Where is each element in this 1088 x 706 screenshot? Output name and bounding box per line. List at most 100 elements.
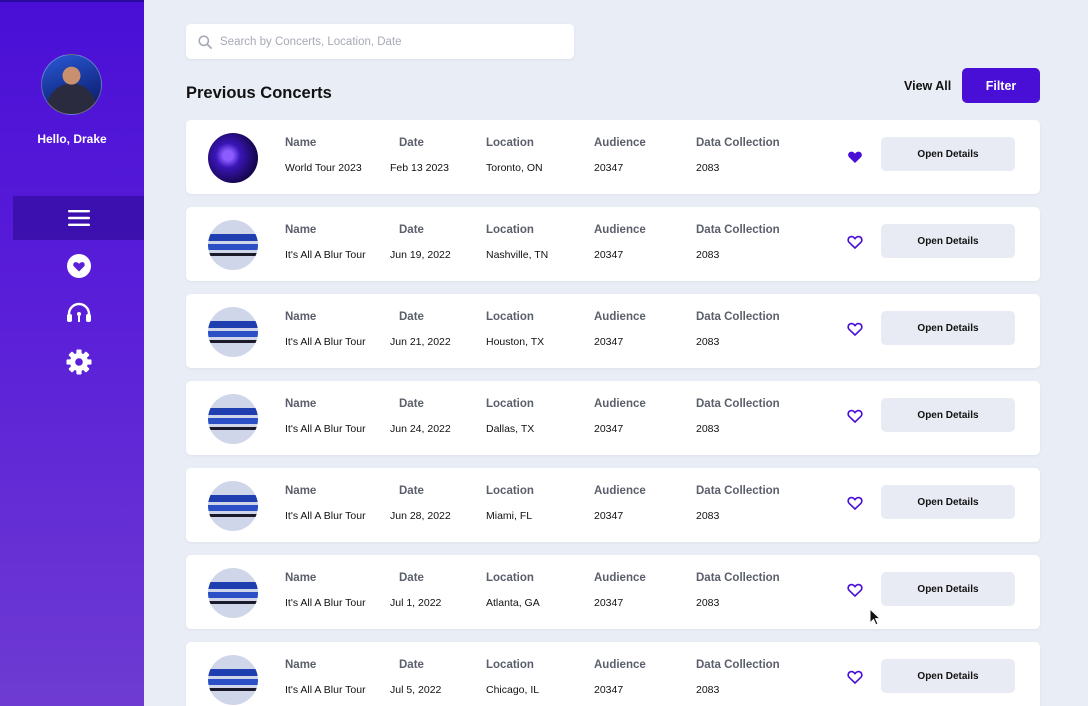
column-header: Audience bbox=[594, 572, 646, 584]
cell-location: Miami, FL bbox=[486, 510, 533, 522]
column-header: Data Collection bbox=[696, 311, 780, 323]
column-header: Data Collection bbox=[696, 659, 780, 671]
greeting: Hello, Drake bbox=[37, 132, 107, 146]
cell-data-collection: 2083 bbox=[696, 684, 720, 696]
filter-button[interactable]: Filter bbox=[962, 68, 1040, 103]
concert-card[interactable]: Name It's All A Blur Tour Date Jun 19, 2022… bbox=[186, 207, 1040, 281]
cell-location: Houston, TX bbox=[486, 336, 545, 348]
column-header: Audience bbox=[594, 398, 646, 410]
avatar[interactable] bbox=[41, 54, 102, 115]
cell-audience: 20347 bbox=[594, 597, 624, 609]
cell-audience: 20347 bbox=[594, 510, 624, 522]
column-header: Audience bbox=[594, 224, 646, 236]
open-details-button[interactable]: Open Details bbox=[881, 137, 1015, 171]
cell-data-collection: 2083 bbox=[696, 249, 720, 261]
cell-audience: 20347 bbox=[594, 249, 624, 261]
menu-icon bbox=[67, 210, 90, 226]
column-header: Data Collection bbox=[696, 485, 780, 497]
concert-thumbnail bbox=[208, 133, 258, 183]
concert-thumbnail bbox=[208, 568, 258, 618]
concert-card[interactable]: Name It's All A Blur Tour Date Jun 21, 2022… bbox=[186, 294, 1040, 368]
column-header: Name bbox=[285, 485, 317, 497]
column-header: Location bbox=[486, 137, 534, 149]
cell-name: It's All A Blur Tour bbox=[285, 684, 366, 696]
favorite-heart-icon[interactable] bbox=[847, 495, 863, 511]
column-header: Name bbox=[285, 572, 317, 584]
cell-audience: 20347 bbox=[594, 162, 624, 174]
concert-thumbnail bbox=[208, 307, 258, 357]
concert-card[interactable]: Name World Tour 2023 Date Feb 13 2023 Locati… bbox=[186, 120, 1040, 194]
concert-thumbnail bbox=[208, 481, 258, 531]
cell-audience: 20347 bbox=[594, 423, 624, 435]
cell-date: Jun 24, 2022 bbox=[390, 423, 451, 435]
page-title: Previous Concerts bbox=[186, 84, 332, 102]
nav-support[interactable] bbox=[13, 292, 144, 336]
column-header: Name bbox=[285, 398, 317, 410]
column-header: Name bbox=[285, 659, 317, 671]
open-details-button[interactable]: Open Details bbox=[881, 659, 1015, 693]
column-header: Audience bbox=[594, 485, 646, 497]
cell-data-collection: 2083 bbox=[696, 597, 720, 609]
open-details-button[interactable]: Open Details bbox=[881, 311, 1015, 345]
concert-card[interactable]: Name It's All A Blur Tour Date Jul 1, 2022 L… bbox=[186, 555, 1040, 629]
favorite-heart-icon[interactable] bbox=[847, 321, 863, 337]
column-header: Data Collection bbox=[696, 398, 780, 410]
column-header: Date bbox=[399, 311, 424, 323]
sidebar: Hello, Drake bbox=[0, 0, 144, 706]
cell-location: Toronto, ON bbox=[486, 162, 543, 174]
favorite-heart-icon[interactable] bbox=[847, 149, 863, 165]
heart-icon bbox=[66, 254, 91, 278]
column-header: Location bbox=[486, 311, 534, 323]
cell-date: Jul 5, 2022 bbox=[390, 684, 442, 696]
open-details-button[interactable]: Open Details bbox=[881, 572, 1015, 606]
open-details-button[interactable]: Open Details bbox=[881, 224, 1015, 258]
cell-name: It's All A Blur Tour bbox=[285, 249, 366, 261]
column-header: Name bbox=[285, 311, 317, 323]
cell-data-collection: 2083 bbox=[696, 336, 720, 348]
column-header: Data Collection bbox=[696, 572, 780, 584]
cell-date: Jun 28, 2022 bbox=[390, 510, 451, 522]
column-header: Location bbox=[486, 659, 534, 671]
search-bar[interactable] bbox=[186, 24, 574, 59]
favorite-heart-icon[interactable] bbox=[847, 582, 863, 598]
cell-name: It's All A Blur Tour bbox=[285, 423, 366, 435]
cell-date: Jul 1, 2022 bbox=[390, 597, 442, 609]
nav-settings[interactable] bbox=[13, 340, 144, 384]
nav-menu[interactable] bbox=[13, 196, 144, 240]
cell-location: Nashville, TN bbox=[486, 249, 549, 261]
cell-name: It's All A Blur Tour bbox=[285, 510, 366, 522]
open-details-button[interactable]: Open Details bbox=[881, 398, 1015, 432]
cell-data-collection: 2083 bbox=[696, 423, 720, 435]
open-details-button[interactable]: Open Details bbox=[881, 485, 1015, 519]
concert-thumbnail bbox=[208, 220, 258, 270]
favorite-heart-icon[interactable] bbox=[847, 669, 863, 685]
view-all-link[interactable]: View All bbox=[904, 79, 952, 93]
column-header: Audience bbox=[594, 137, 646, 149]
column-header: Location bbox=[486, 398, 534, 410]
cell-name: It's All A Blur Tour bbox=[285, 597, 366, 609]
favorite-heart-icon[interactable] bbox=[847, 408, 863, 424]
column-header: Data Collection bbox=[696, 224, 780, 236]
cell-audience: 20347 bbox=[594, 684, 624, 696]
concert-card[interactable]: Name It's All A Blur Tour Date Jun 28, 2022… bbox=[186, 468, 1040, 542]
concert-thumbnail bbox=[208, 394, 258, 444]
column-header: Location bbox=[486, 485, 534, 497]
cell-data-collection: 2083 bbox=[696, 510, 720, 522]
cell-data-collection: 2083 bbox=[696, 162, 720, 174]
cell-location: Chicago, IL bbox=[486, 684, 540, 696]
concert-card[interactable]: Name It's All A Blur Tour Date Jul 5, 2022 L… bbox=[186, 642, 1040, 706]
column-header: Audience bbox=[594, 659, 646, 671]
search-input[interactable] bbox=[220, 35, 550, 48]
cell-audience: 20347 bbox=[594, 336, 624, 348]
column-header: Audience bbox=[594, 311, 646, 323]
concert-thumbnail bbox=[208, 655, 258, 705]
favorite-heart-icon[interactable] bbox=[847, 234, 863, 250]
column-header: Date bbox=[399, 398, 424, 410]
mouse-cursor-icon bbox=[869, 608, 881, 626]
headset-icon bbox=[66, 302, 91, 322]
nav-favorites[interactable] bbox=[13, 244, 144, 288]
cell-date: Jun 21, 2022 bbox=[390, 336, 451, 348]
column-header: Data Collection bbox=[696, 137, 780, 149]
column-header: Name bbox=[285, 224, 317, 236]
concert-card[interactable]: Name It's All A Blur Tour Date Jun 24, 2022… bbox=[186, 381, 1040, 455]
